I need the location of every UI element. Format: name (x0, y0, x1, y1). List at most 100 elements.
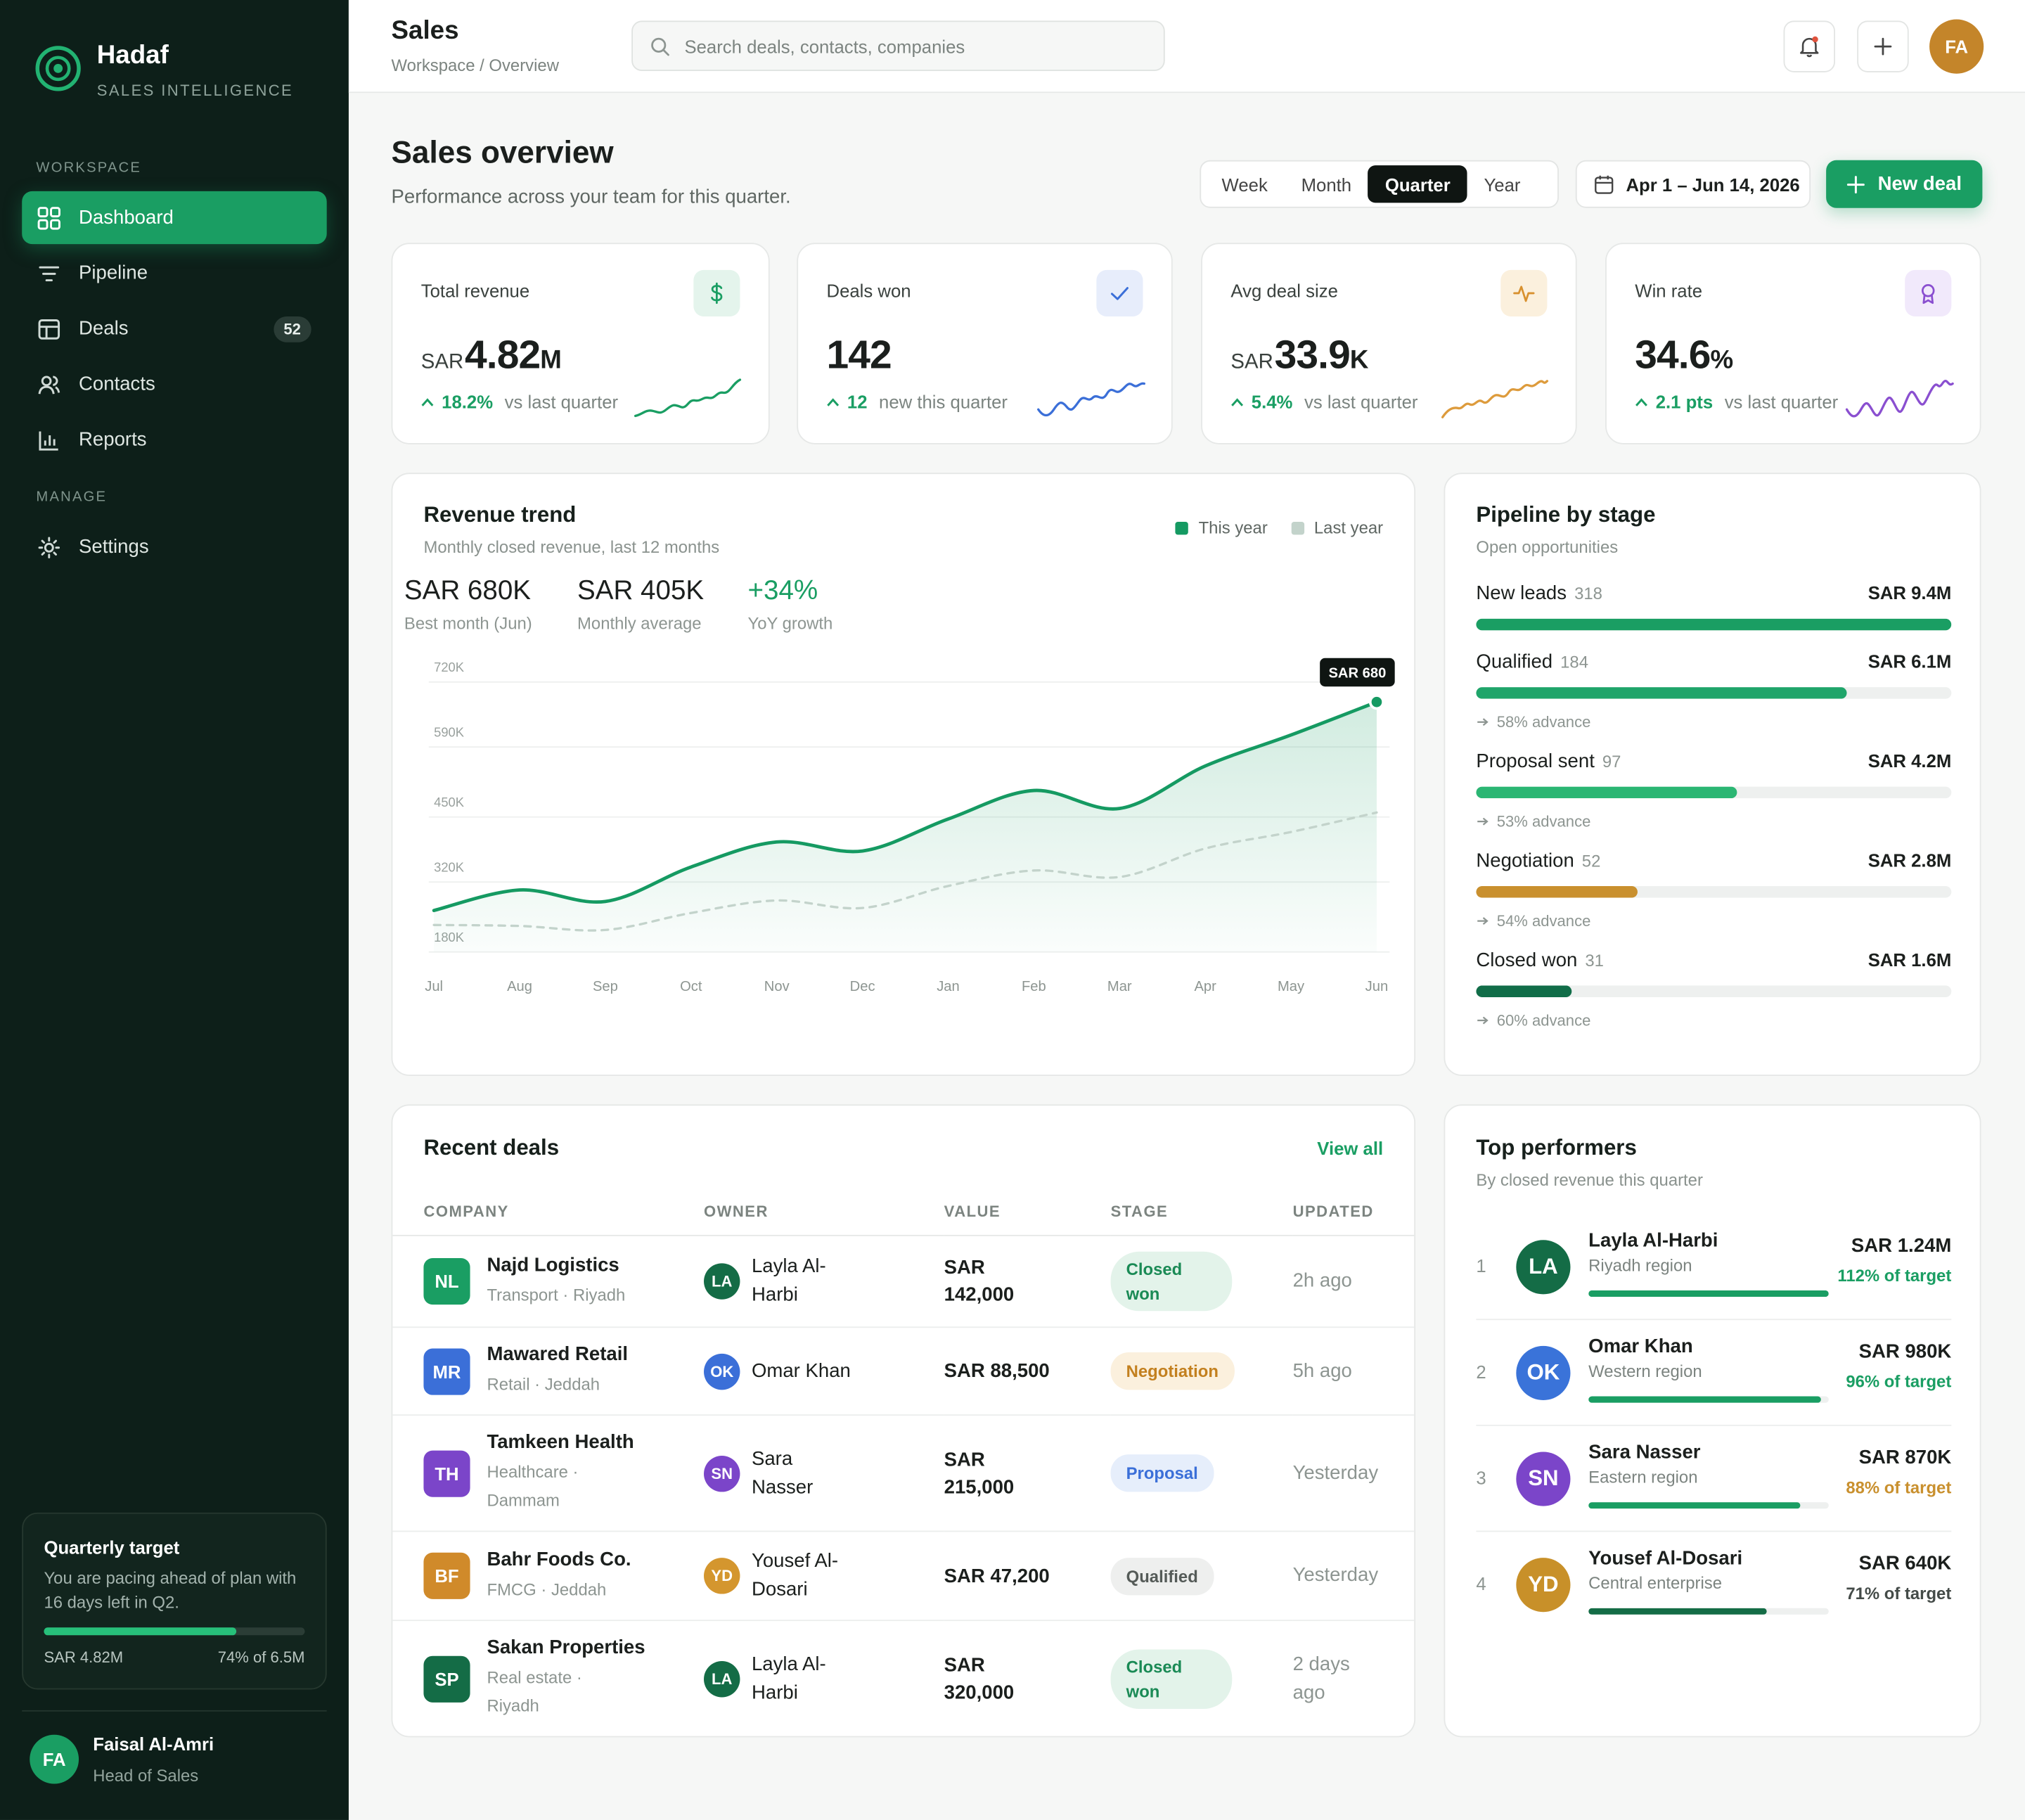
element: NL Najd Logistics Transport · Riyadh LA Layl… (392, 1235, 1415, 1736)
performer-bar (1588, 1608, 1766, 1615)
stage-advance: 58% advance (1476, 713, 1951, 731)
nav-item[interactable]: Contacts (22, 358, 326, 411)
legend-label: Last year (1313, 518, 1384, 538)
element (50, 218, 60, 229)
period-option[interactable]: Week (1221, 174, 1268, 195)
tooltip-label: SAR 680 (1328, 665, 1386, 681)
element (39, 265, 60, 281)
kpi-note: vs last quarter (1724, 391, 1839, 412)
nav-badge: 52 (273, 316, 311, 342)
element (1513, 286, 1535, 302)
performer-region: Eastern region (1588, 1467, 1698, 1487)
owner: LA Layla Al-Harbi (704, 1253, 944, 1310)
add-button[interactable] (1857, 20, 1909, 72)
performer-avatar: YD (1516, 1558, 1571, 1613)
updated-cell: 2 days ago (1293, 1620, 1415, 1736)
new-deal-button[interactable]: New deal (1826, 160, 1983, 208)
performer-row: 1 LA Layla Al-Harbi Riyadh region SAR 1.24M 1… (1476, 1215, 1951, 1321)
deals-card: Recent deals View all COMPANY OWNER VALU… (391, 1104, 1416, 1738)
value-cell: SAR 88,500 (944, 1327, 1111, 1416)
nav-label: Pipeline (79, 262, 148, 285)
company-logo: BF (423, 1552, 470, 1599)
date-range[interactable]: Apr 1 – Jun 14, 2026 (1575, 160, 1811, 208)
stage-count: 184 (1560, 652, 1589, 672)
period-option[interactable]: Quarter (1368, 165, 1467, 203)
column-header: VALUE (944, 1188, 1111, 1236)
search[interactable]: Search deals, contacts, companies (631, 20, 1165, 72)
performer-track (1588, 1608, 1829, 1615)
nav-item[interactable]: Pipeline (22, 247, 326, 300)
element (1922, 295, 1934, 305)
company-logo: NL (423, 1257, 470, 1305)
stage-header: Qualified 184 SAR 6.1M (1476, 651, 1951, 677)
notifications-button[interactable] (1783, 20, 1836, 72)
owner-cell: OK Omar Khan (704, 1327, 944, 1416)
performer-region: Riyadh region (1588, 1255, 1692, 1275)
breadcrumb: Workspace / Overview (391, 55, 559, 75)
kpi-number: 142 (826, 332, 892, 378)
stage-count: 318 (1574, 584, 1602, 603)
period-option[interactable]: Year (1484, 174, 1521, 195)
element (1037, 382, 1146, 417)
stage-name: New leads (1476, 582, 1567, 605)
company-logo: TH (423, 1449, 470, 1497)
company: MR Mawared Retail Retail · Jeddah (423, 1343, 704, 1399)
owner: SN Sara Nasser (704, 1444, 944, 1501)
sparkline (1037, 382, 1146, 417)
nav-item[interactable]: Dashboard (22, 191, 327, 245)
kpi-change: 5.4% vs last quarter (1230, 392, 1418, 412)
kpi-icon (1905, 269, 1952, 317)
target-fill (44, 1627, 237, 1636)
deal-row[interactable]: BF Bahr Foods Co. FMCG · Jeddah YD Yousef Al… (392, 1531, 1415, 1622)
card-title: Recent deals (423, 1135, 560, 1160)
x-tick-label: Feb (1022, 979, 1046, 994)
company: BF Bahr Foods Co. FMCG · Jeddah (423, 1548, 704, 1603)
advance-text: 60% advance (1496, 1011, 1591, 1030)
check-icon (1110, 287, 1129, 300)
nav-item[interactable]: Deals 52 (22, 302, 326, 355)
target-track (44, 1627, 305, 1636)
deal-row[interactable]: SP Sakan Properties Real estate · Riyadh LA… (392, 1620, 1415, 1736)
arrow-icon (1477, 917, 1489, 925)
up-icon (827, 398, 840, 406)
performer-revenue: SAR 640K (1858, 1552, 1952, 1575)
deal-row[interactable]: MR Mawared Retail Retail · Jeddah OK Omar Kh… (392, 1327, 1415, 1416)
nav-item[interactable]: Settings (22, 520, 326, 573)
deal-row[interactable]: TH Tamkeen Health Healthcare · Dammam SN Sar… (392, 1415, 1415, 1532)
y-tick-label: 720K (434, 660, 465, 674)
company-meta: Retail · Jeddah (487, 1374, 600, 1394)
header-avatar[interactable]: FA (1929, 19, 1984, 74)
target-card: Quarterly target You are pacing ahead of… (22, 1512, 327, 1690)
kpi-delta: 12 (847, 391, 868, 412)
element (1635, 398, 1647, 406)
stage-track (1476, 687, 1952, 699)
element (38, 375, 60, 394)
element (1845, 379, 1954, 418)
search-icon (651, 37, 669, 56)
element (1806, 54, 1813, 58)
kpi-number: 33.9 (1274, 332, 1351, 378)
kpi-card: Avg deal size SAR 33.9 K 5.4% vs last quart… (1201, 243, 1577, 444)
nav-item[interactable]: Reports (22, 414, 326, 466)
stage-count: 97 (1602, 751, 1621, 771)
sparkline (1845, 379, 1954, 418)
stage-advance: 54% advance (1476, 912, 1951, 930)
kpi-suffix: K (1349, 346, 1369, 375)
deal-row[interactable]: NL Najd Logistics Transport · Riyadh LA Layl… (392, 1235, 1415, 1328)
overview-title: Sales overview (391, 135, 614, 171)
period-option[interactable]: Month (1301, 174, 1352, 195)
advance-text: 53% advance (1496, 812, 1591, 831)
kpi-change: 2.1 pts vs last quarter (1635, 392, 1838, 412)
icon (39, 265, 60, 281)
owner-avatar: LA (704, 1263, 740, 1300)
stage-pill: Negotiation (1110, 1352, 1235, 1390)
x-tick-label: Oct (680, 979, 702, 994)
pipeline-card: Pipeline by stage Open opportunities New… (1444, 473, 1981, 1077)
icon (38, 375, 60, 394)
view-all-link[interactable]: View all (1317, 1138, 1384, 1159)
icon (38, 319, 60, 339)
kpi-note: vs last quarter (1304, 391, 1418, 412)
stat-label: Monthly average (577, 613, 702, 634)
